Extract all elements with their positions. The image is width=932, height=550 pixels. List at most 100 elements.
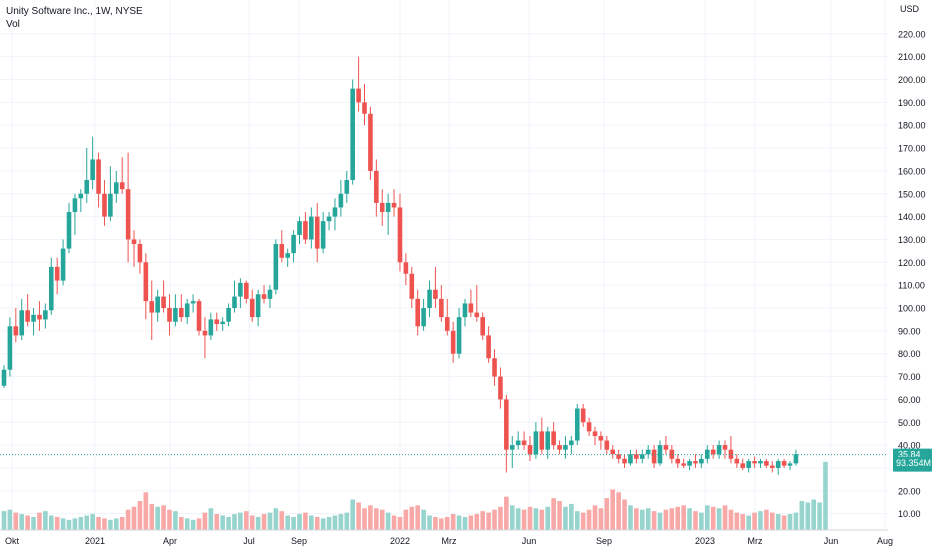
volume-bar xyxy=(444,516,450,530)
candle-body xyxy=(793,454,799,464)
volume-bar xyxy=(480,511,486,530)
candle-body xyxy=(781,461,787,466)
candle-body xyxy=(344,180,350,194)
candle-body xyxy=(119,182,125,190)
volume-bar xyxy=(433,516,438,530)
volume-bar xyxy=(368,505,373,530)
volume-bar xyxy=(7,509,13,530)
candle-body xyxy=(102,193,107,217)
volume-bar xyxy=(746,515,751,530)
volume-bar xyxy=(509,505,515,530)
volume-bar xyxy=(54,516,60,530)
volume-bar xyxy=(131,506,137,530)
volume-bar xyxy=(78,516,84,530)
volume-bar xyxy=(208,508,214,530)
volume-bar xyxy=(179,516,184,530)
candle-body xyxy=(7,326,13,370)
candle-body xyxy=(604,440,610,450)
volume-bar xyxy=(190,519,196,530)
price-tick-label: 110.00 xyxy=(898,281,925,291)
volume-bar xyxy=(764,509,769,530)
candle-body xyxy=(639,454,645,459)
candle-body xyxy=(740,463,746,468)
candle-body xyxy=(722,445,728,450)
volume-bar xyxy=(616,492,621,530)
volume-bar xyxy=(805,502,811,530)
candle-body xyxy=(1,369,7,386)
grid xyxy=(0,0,888,530)
volume-bar xyxy=(60,518,66,530)
volume-bar xyxy=(752,512,757,530)
price-tick-label: 190.00 xyxy=(898,98,926,108)
volume-bar xyxy=(622,499,627,530)
volume-bar xyxy=(31,516,36,530)
volume-bar xyxy=(173,511,178,530)
time-tick-label: 2022 xyxy=(390,536,410,546)
volume-bar xyxy=(498,506,503,530)
price-tick-label: 160.00 xyxy=(898,166,926,176)
volume-bar xyxy=(545,506,551,530)
volume-bar xyxy=(799,501,805,530)
volume-bar xyxy=(143,492,149,530)
price-tick-label: 200.00 xyxy=(898,75,926,85)
volume-bar xyxy=(220,515,225,530)
candle-body xyxy=(663,445,669,450)
candle-body xyxy=(385,202,391,213)
volume-bar xyxy=(90,514,95,530)
price-tick-label: 140.00 xyxy=(898,212,926,222)
volume-bar xyxy=(385,512,391,530)
candle-body xyxy=(574,408,580,441)
price-tick-label: 50.00 xyxy=(898,418,921,428)
time-tick-label: Mrz xyxy=(442,536,457,546)
candle-body xyxy=(84,180,90,194)
candles xyxy=(1,56,799,475)
volume-bar xyxy=(592,505,598,530)
candle-body xyxy=(226,308,231,322)
volume-bar xyxy=(817,502,822,530)
volume-bar xyxy=(492,509,497,530)
chart-legend: Unity Software Inc., 1W, NYSE Vol xyxy=(6,5,143,31)
candle-body xyxy=(350,88,355,181)
volume-bar xyxy=(728,509,734,530)
time-tick-label: Jun xyxy=(522,536,537,546)
volume-bar xyxy=(533,508,539,530)
candle-body xyxy=(374,170,379,203)
candle-body xyxy=(43,310,48,320)
last-volume-badge xyxy=(893,456,932,469)
candle-body xyxy=(533,431,539,455)
volume-bar xyxy=(421,509,426,530)
candle-body xyxy=(704,449,710,459)
volume-bar xyxy=(238,512,243,530)
volume-bar xyxy=(249,515,255,530)
volume-bar xyxy=(716,508,722,530)
candle-body xyxy=(255,294,261,318)
volume-bar xyxy=(439,518,444,530)
volume-bar xyxy=(574,511,580,530)
volume-bar xyxy=(119,516,125,530)
volume-bar xyxy=(557,501,562,530)
candle-body xyxy=(622,458,627,464)
candle-body xyxy=(202,330,208,336)
volume-bar xyxy=(391,515,397,530)
candle-body xyxy=(710,449,716,455)
time-tick-label: Mrz xyxy=(748,536,763,546)
volume-bar xyxy=(279,511,285,530)
candle-body xyxy=(78,193,84,199)
candle-body xyxy=(31,314,36,322)
candle-body xyxy=(356,88,361,103)
candle-body xyxy=(155,296,160,313)
candle-body xyxy=(580,408,586,423)
candle-body xyxy=(509,445,515,450)
volume-bar xyxy=(604,498,610,530)
volume-bar xyxy=(303,512,308,530)
volume-bar xyxy=(320,518,326,530)
price-tick-label: 130.00 xyxy=(898,235,926,245)
volume-bar xyxy=(261,514,267,530)
candle-body xyxy=(462,303,468,318)
candle-body xyxy=(149,301,155,313)
price-tick-label: 180.00 xyxy=(898,121,926,131)
candle-body xyxy=(645,449,651,455)
candle-body xyxy=(758,461,763,464)
candle-body xyxy=(303,221,308,240)
